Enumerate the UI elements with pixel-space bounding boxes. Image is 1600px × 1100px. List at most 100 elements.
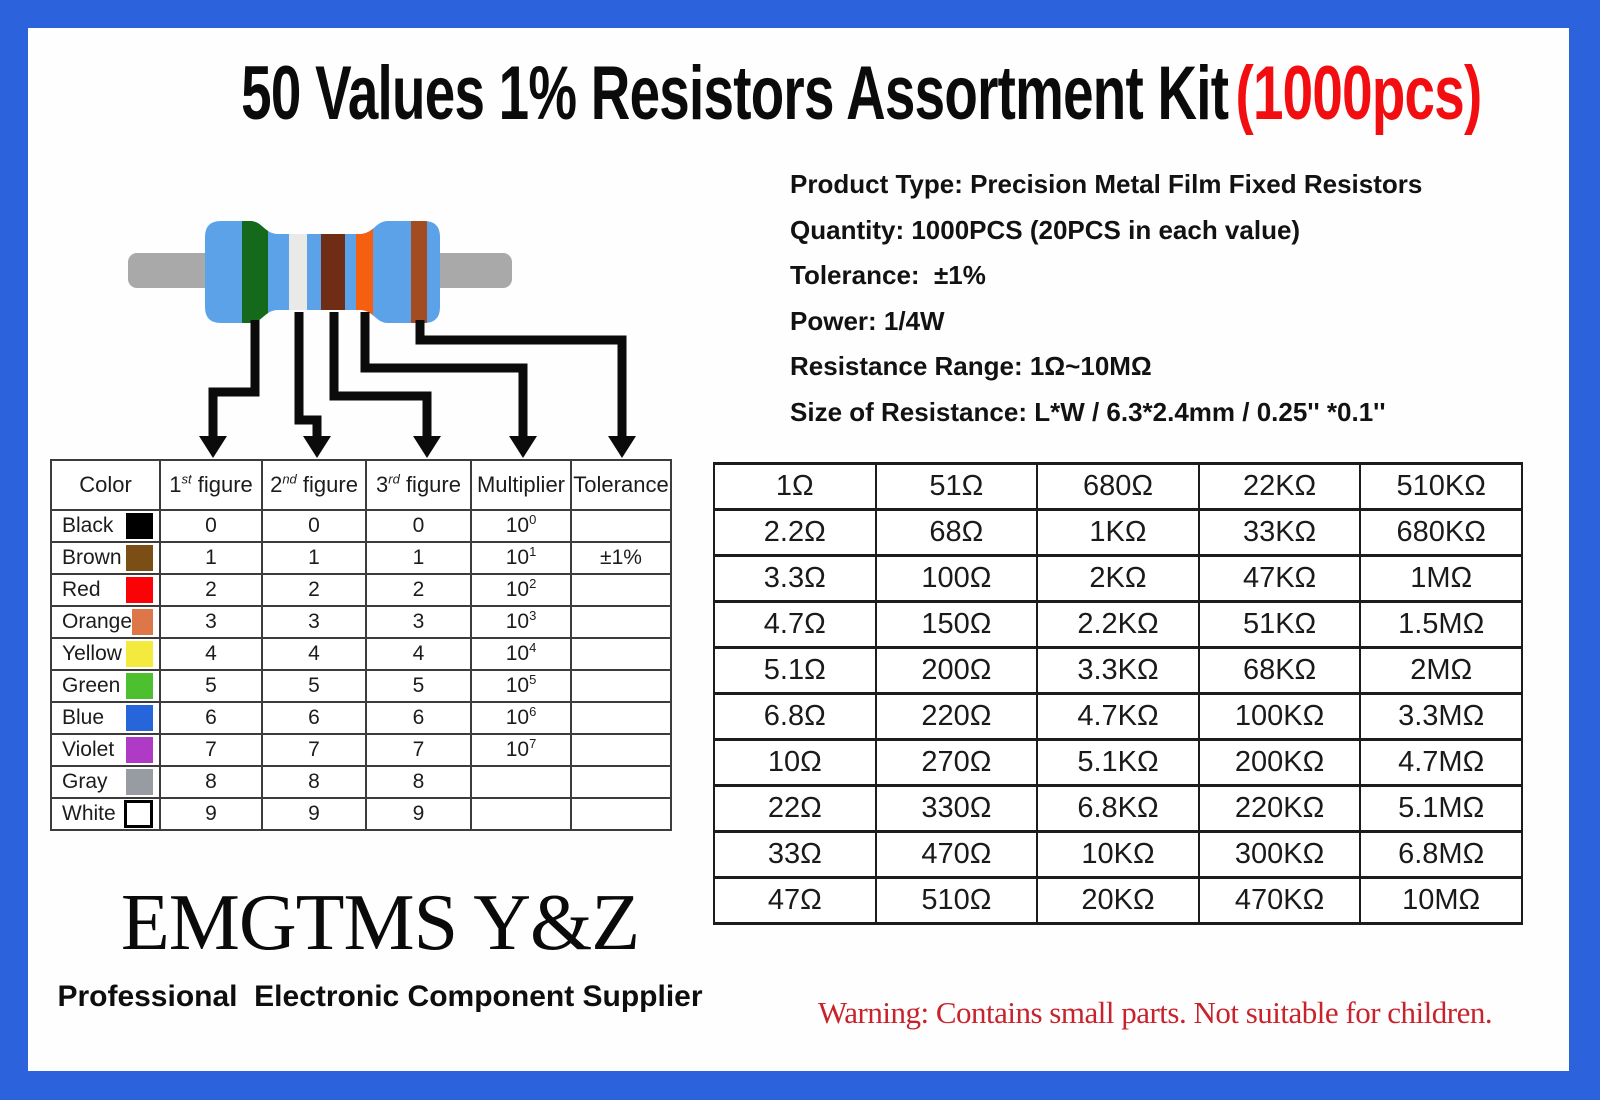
tolerance-cell [570, 605, 672, 639]
arrowhead-icon [608, 436, 636, 458]
title-count: (1000pcs) [1235, 51, 1482, 136]
color-table-header-row: Color 1st figure 2nd figure 3rd figure Multi… [50, 459, 672, 511]
figure-cell: 2 [261, 573, 367, 607]
tolerance-cell [570, 797, 672, 831]
value-cell: 220Ω [874, 692, 1039, 741]
value-cell: 4.7MΩ [1359, 738, 1523, 787]
figure-cell: 0 [159, 509, 263, 543]
color-name: Orange [62, 610, 133, 633]
figure-cell: 3 [159, 605, 263, 639]
figure-cell: 9 [261, 797, 367, 831]
tolerance-cell [570, 765, 672, 799]
value-cell: 6.8Ω [713, 692, 877, 741]
tolerance-cell [570, 733, 672, 767]
color-name: Blue [62, 706, 105, 729]
value-cell: 100KΩ [1197, 692, 1362, 741]
color-name: Black [62, 514, 114, 537]
detail-line: Quantity: 1000PCS (20PCS in each value) [790, 214, 1301, 245]
color-swatch [126, 705, 153, 731]
multiplier-cell [470, 765, 572, 799]
figure-cell: 3 [261, 605, 367, 639]
color-name: Yellow [62, 642, 122, 665]
band-1-green [242, 221, 268, 323]
figure-cell: 7 [261, 733, 367, 767]
value-cell: 10Ω [713, 738, 877, 787]
tolerance-cell [570, 637, 672, 671]
color-table-header: 3rd figure [365, 459, 472, 511]
value-cell: 220KΩ [1197, 784, 1362, 833]
values-table-row: 33Ω 470Ω 10KΩ 300KΩ 6.8MΩ [713, 830, 1523, 879]
value-cell: 22KΩ [1197, 462, 1362, 511]
arrow-band2-to-2nd-figure [294, 312, 322, 438]
value-cell: 200Ω [874, 646, 1039, 695]
color-table-header: Tolerance [570, 459, 672, 511]
figure-cell: 1 [365, 541, 472, 575]
figure-cell: 1 [261, 541, 367, 575]
color-table-row: Yellow 4 4 4 104 [50, 637, 672, 671]
color-table-header: Multiplier [470, 459, 572, 511]
values-table-row: 6.8Ω 220Ω 4.7KΩ 100KΩ 3.3MΩ [713, 692, 1523, 741]
values-table-row: 2.2Ω 68Ω 1KΩ 33KΩ 680KΩ [713, 508, 1523, 557]
color-table-row: Brown 1 1 1 101 ±1% [50, 541, 672, 575]
band-4-orange [356, 221, 373, 323]
figure-cell: 5 [159, 669, 263, 703]
value-cell: 6.8KΩ [1036, 784, 1200, 833]
value-cell: 33Ω [713, 830, 877, 879]
color-table-row: Green 5 5 5 105 [50, 669, 672, 703]
value-cell: 2KΩ [1036, 554, 1200, 603]
value-cell: 6.8MΩ [1359, 830, 1523, 879]
value-cell: 20KΩ [1036, 876, 1200, 925]
value-cell: 51KΩ [1197, 600, 1362, 649]
arrow-band3-to-3rd-figure [329, 312, 432, 438]
arrowhead-icon [413, 436, 441, 458]
color-table-header: 2nd figure [261, 459, 367, 511]
figure-cell: 2 [159, 573, 263, 607]
arrow-band5-to-tolerance [415, 320, 627, 438]
detail-line: Power: 1/4W [790, 305, 945, 336]
tolerance-cell [570, 509, 672, 543]
figure-cell: 7 [159, 733, 263, 767]
value-cell: 47KΩ [1197, 554, 1362, 603]
color-name: Red [62, 578, 101, 601]
values-table-row: 3.3Ω 100Ω 2KΩ 47KΩ 1MΩ [713, 554, 1523, 603]
color-table-row: White 9 9 9 [50, 797, 672, 831]
value-cell: 22Ω [713, 784, 877, 833]
figure-cell: 8 [159, 765, 263, 799]
detail-line: Size of Resistance: L*W / 6.3*2.4mm / 0.… [790, 396, 1386, 427]
detail-line: Product Type: Precision Metal Film Fixed… [790, 169, 1423, 200]
value-cell: 68Ω [874, 508, 1039, 557]
value-cell: 470Ω [874, 830, 1039, 879]
arrow-band4-to-multiplier [360, 312, 528, 438]
value-cell: 4.7Ω [713, 600, 877, 649]
color-table-header: 1st figure [159, 459, 263, 511]
value-cell: 10MΩ [1359, 876, 1523, 925]
color-swatch [126, 641, 153, 667]
band-2-white [289, 221, 307, 323]
title-text: 50 Values 1% Resistors Assortment Kit [241, 51, 1229, 136]
value-cell: 300KΩ [1197, 830, 1362, 879]
multiplier-cell: 102 [470, 573, 572, 607]
value-cell: 5.1MΩ [1359, 784, 1523, 833]
value-cell: 51Ω [874, 462, 1039, 511]
multiplier-cell: 101 [470, 541, 572, 575]
arrowhead-icon [509, 436, 537, 458]
value-cell: 33KΩ [1197, 508, 1362, 557]
color-name: Brown [62, 546, 122, 569]
figure-cell: 4 [159, 637, 263, 671]
detail-line: Tolerance: ±1% [790, 260, 986, 291]
value-cell: 680Ω [1036, 462, 1200, 511]
figure-cell: 4 [261, 637, 367, 671]
color-table-row: Blue 6 6 6 106 [50, 701, 672, 735]
figure-cell: 7 [365, 733, 472, 767]
figure-cell: 8 [261, 765, 367, 799]
value-cell: 2.2Ω [713, 508, 877, 557]
brand-tagline: Professional Electronic Component Suppli… [57, 980, 703, 1013]
figure-cell: 3 [365, 605, 472, 639]
values-table-row: 22Ω 330Ω 6.8KΩ 220KΩ 5.1MΩ [713, 784, 1523, 833]
value-cell: 3.3MΩ [1359, 692, 1523, 741]
detail-line: Resistance Range: 1Ω~10MΩ [790, 351, 1152, 382]
color-swatch [126, 545, 153, 571]
color-name: Violet [62, 738, 115, 761]
tolerance-cell: ±1% [570, 541, 672, 575]
figure-cell: 0 [261, 509, 367, 543]
